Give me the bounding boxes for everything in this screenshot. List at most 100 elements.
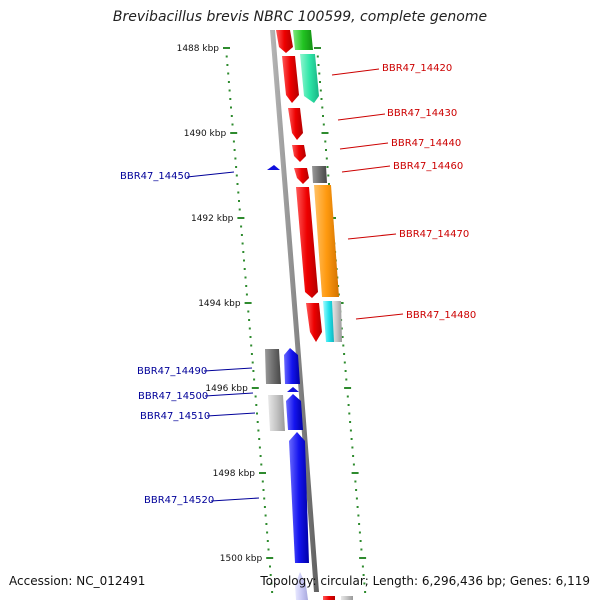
gene-label: BBR47_14470 (399, 229, 469, 240)
scale-tick-minor (230, 106, 232, 109)
scale-label: 1500 kbp (220, 554, 263, 564)
scale-tick-minor (264, 514, 267, 517)
gene-feature-red (306, 303, 322, 342)
scale-tick-minor (328, 183, 330, 185)
gene-label: BBR47_14460 (393, 161, 463, 172)
scale-label: 1494 kbp (198, 299, 241, 309)
scale-tick-minor (233, 149, 236, 151)
scale-tick-minor (251, 361, 254, 364)
scale-tick-minor (327, 174, 330, 177)
scale-tick-minor (228, 89, 231, 92)
scale-tick-minor (263, 497, 266, 500)
scale-tick-minor (352, 463, 355, 466)
scale-tick-minor (225, 55, 228, 58)
scale-tick-minor (356, 506, 359, 508)
scale-tick-minor (345, 378, 348, 381)
scale-tick-minor (358, 531, 361, 534)
scale-tick-minor (240, 225, 243, 228)
gene-label-leader (210, 497, 260, 502)
scale-tick-minor (319, 81, 321, 83)
scale-tick-minor (232, 140, 235, 143)
gene-label: BBR47_14480 (406, 310, 476, 321)
scale-tick-minor (242, 251, 245, 253)
gene-label-leader (355, 313, 404, 320)
scale-tick-major (359, 557, 367, 559)
scale-tick-minor (235, 166, 238, 168)
gene-feature-red (296, 187, 318, 298)
scale-tick-minor (349, 429, 352, 432)
scale-tick-minor (245, 285, 248, 287)
scale-tick-minor (245, 293, 248, 296)
scale-tick-minor (235, 174, 238, 177)
scale-tick-minor (229, 98, 232, 100)
forward-gene-labels: BBR47_14420 BBR47_14430 BBR47_14440 BBR4… (331, 63, 476, 321)
scale-tick-minor (266, 540, 269, 542)
scale-tick-minor (249, 336, 252, 338)
scale-label: 1496 kbp (205, 384, 248, 394)
scale-tick-minor (344, 370, 347, 372)
accession-label: Accession: NC_012491 (9, 574, 146, 588)
gene-label-leader (186, 171, 235, 178)
scale-label: 1498 kbp (213, 469, 256, 479)
scale-tick-minor (355, 497, 358, 500)
gene-label-leader (206, 412, 256, 417)
scale-tick-minor (270, 582, 273, 585)
scale-tick-minor (260, 463, 263, 466)
scale-tick-minor (258, 438, 261, 440)
scale-label: 1492 kbp (191, 214, 234, 224)
genome-backbone (270, 30, 319, 592)
gene-feature-blue (267, 165, 280, 170)
scale-tick-major (321, 132, 329, 134)
scale-tick-minor (316, 55, 319, 58)
gene-label: BBR47_14510 (140, 411, 210, 422)
scale-tick-minor (342, 344, 345, 347)
gene-feature-red (276, 30, 293, 53)
scale-tick-minor (247, 310, 250, 313)
gene-feature-green (293, 30, 313, 50)
scale-label: 1490 kbp (184, 129, 227, 139)
scale-tick-minor (238, 200, 240, 202)
scale-tick-minor (348, 412, 351, 415)
scale-tick-major (266, 557, 274, 559)
scale-tick-minor (349, 421, 352, 423)
scale-tick-minor (256, 412, 258, 415)
scale-tick-major (223, 47, 230, 49)
scale-tick-minor (325, 157, 328, 160)
scale-tick-minor (256, 421, 259, 423)
scale-tick-major (251, 387, 259, 389)
scale-tick-major (230, 132, 238, 134)
scale-tick-minor (259, 455, 262, 457)
scale-tick-minor (357, 514, 360, 517)
scale-tick-minor (351, 446, 354, 449)
scale-tick-minor (253, 378, 256, 381)
scale-tick-minor (361, 565, 364, 568)
scale-tick-minor (244, 276, 247, 279)
scale-tick-minor (364, 591, 367, 593)
gene-feature-red (292, 145, 306, 162)
scale-tick-minor (355, 489, 358, 491)
scale-tick-minor (359, 540, 362, 542)
scale-tick-minor (243, 259, 245, 262)
gene-feature-teal (300, 54, 319, 103)
gene-label: BBR47_14420 (382, 63, 452, 74)
scale-tick-minor (363, 582, 366, 585)
gene-feature-lavender (295, 572, 308, 600)
scale-tick-minor (321, 106, 324, 109)
topology-label: Topology: circular; Length: 6,296,436 bp… (260, 574, 590, 588)
gene-feature-light-gray (268, 395, 285, 431)
gene-feature-light-gray (341, 596, 353, 600)
scale-tick-minor (254, 395, 257, 398)
scale-tick-minor (343, 353, 346, 355)
scale-tick-major (259, 472, 266, 474)
scale-tick-minor (258, 446, 261, 449)
scale-tick-minor (262, 489, 265, 491)
scale-tick-minor (362, 574, 365, 576)
scale-tick-minor (237, 191, 240, 194)
scale-tick-major (237, 217, 245, 219)
scale-tick-minor (341, 336, 344, 338)
map-title: Brevibacillus brevis NBRC 100599, comple… (112, 9, 488, 25)
scale-tick-minor (269, 565, 271, 568)
gene-label: BBR47_14500 (138, 391, 208, 402)
gene-label-leader (347, 233, 397, 240)
gene-label-leader (337, 113, 386, 121)
